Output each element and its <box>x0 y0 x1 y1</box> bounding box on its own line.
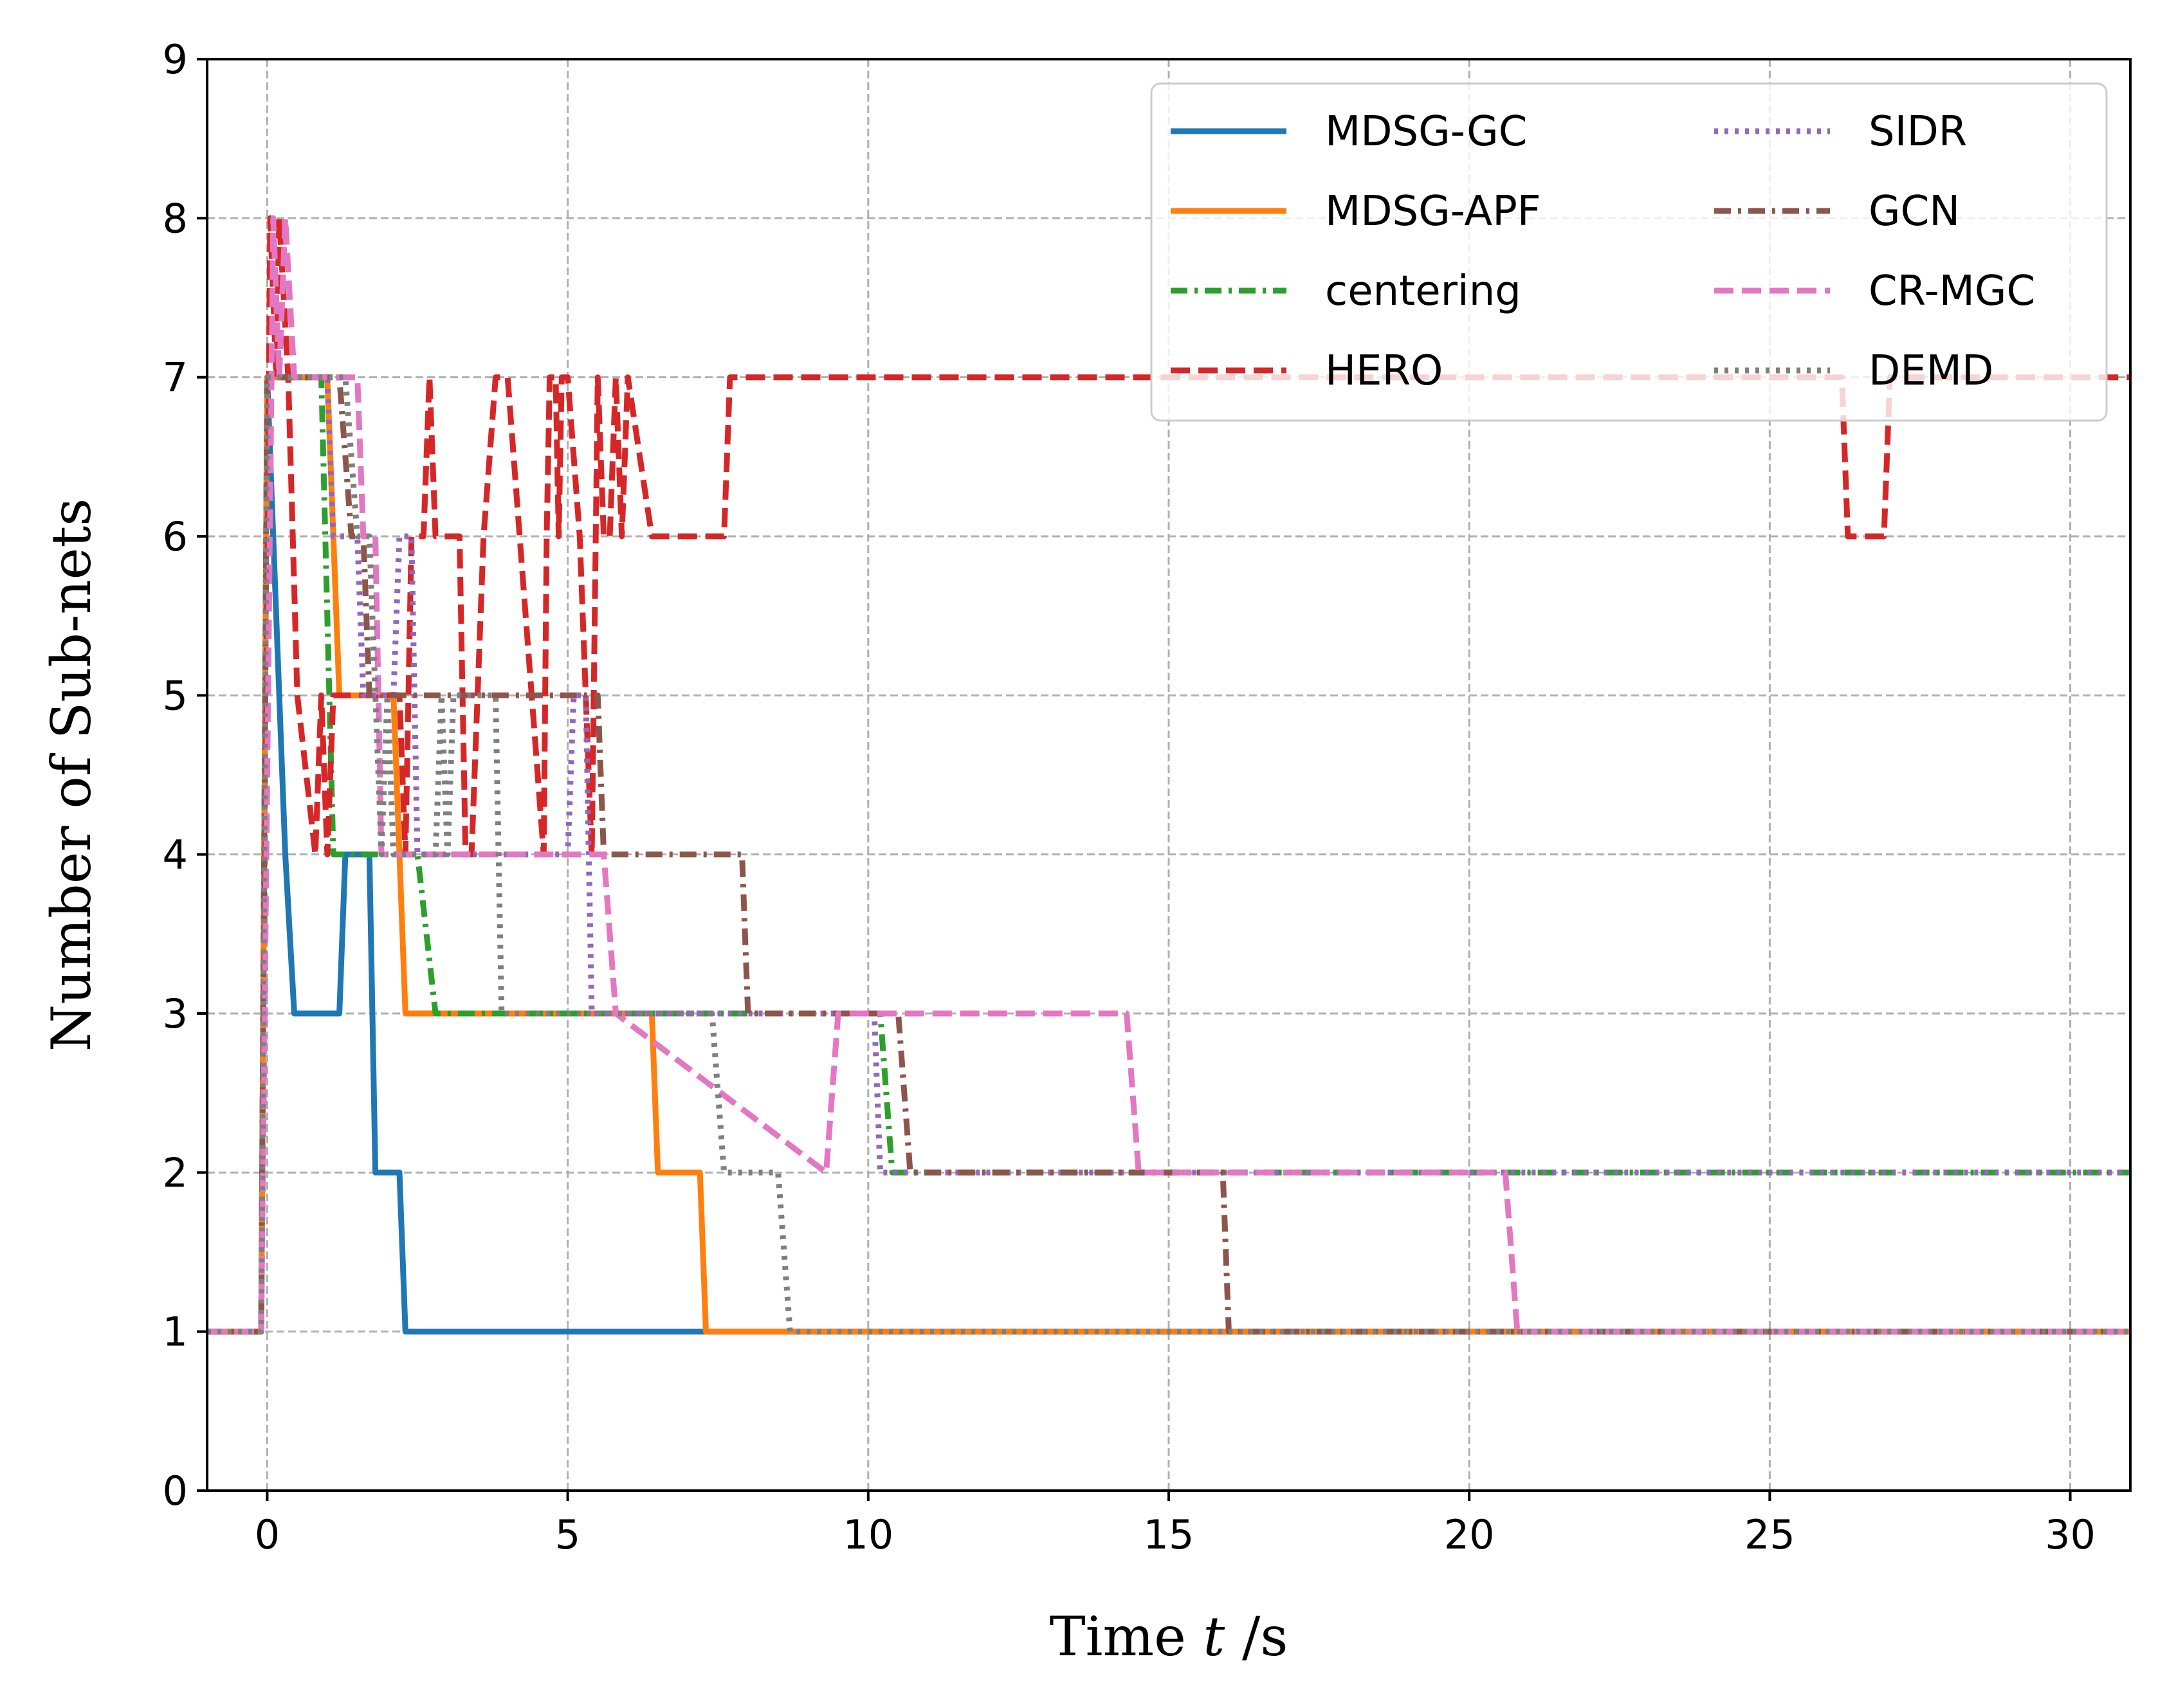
legend-label-sidr: SIDR <box>1869 108 1967 156</box>
legend-label-cr-mgc: CR-MGC <box>1869 268 2035 315</box>
x-tick-label: 30 <box>2045 1511 2096 1558</box>
legend-label-centering: centering <box>1325 268 1521 315</box>
y-tick-label: 8 <box>163 195 188 242</box>
y-tick-label: 2 <box>163 1149 188 1196</box>
legend-label-hero: HERO <box>1325 347 1443 395</box>
x-axis-title-suffix: /s <box>1225 1605 1288 1668</box>
x-tick-label: 15 <box>1144 1511 1194 1558</box>
y-tick-label: 0 <box>163 1467 188 1514</box>
series-line-centering <box>207 374 2130 1335</box>
x-tick-label: 5 <box>555 1511 580 1558</box>
legend-label-demd: DEMD <box>1869 347 1993 395</box>
legend-label-mdsg-apf: MDSG-APF <box>1325 188 1541 235</box>
series-lines <box>207 215 2130 1335</box>
series-line-hero <box>207 215 2130 1335</box>
y-tick-label: 5 <box>163 672 188 719</box>
legend-box <box>1150 82 2108 422</box>
x-axis-title: Time t /s <box>1050 1605 1288 1668</box>
x-axis-title-variable: t <box>1203 1605 1225 1668</box>
legend: MDSG-GC MDSG-APF centering HERO SIDR GCN CR-MG… <box>1150 82 2108 422</box>
x-tick-label: 0 <box>255 1511 280 1558</box>
legend-label-mdsg-gc: MDSG-GC <box>1325 108 1527 156</box>
legend-label-gcn: GCN <box>1869 188 1960 235</box>
y-tick-label: 9 <box>163 36 188 83</box>
x-tick-label: 10 <box>843 1511 893 1558</box>
y-tick-label: 7 <box>163 354 188 401</box>
y-tick-label: 4 <box>163 831 188 878</box>
y-tick-label: 3 <box>163 990 188 1037</box>
y-axis-title: Number of Sub-nets <box>40 498 103 1051</box>
axis-ticks: 0 5 10 15 20 25 30 0 1 2 3 4 5 6 7 8 9 <box>163 36 2096 1558</box>
y-tick-label: 6 <box>163 513 188 560</box>
x-tick-label: 25 <box>1744 1511 1795 1558</box>
x-tick-label: 20 <box>1444 1511 1495 1558</box>
x-axis-title-prefix: Time <box>1050 1605 1203 1668</box>
y-tick-label: 1 <box>163 1309 188 1356</box>
series-line-demd <box>207 374 2130 1335</box>
